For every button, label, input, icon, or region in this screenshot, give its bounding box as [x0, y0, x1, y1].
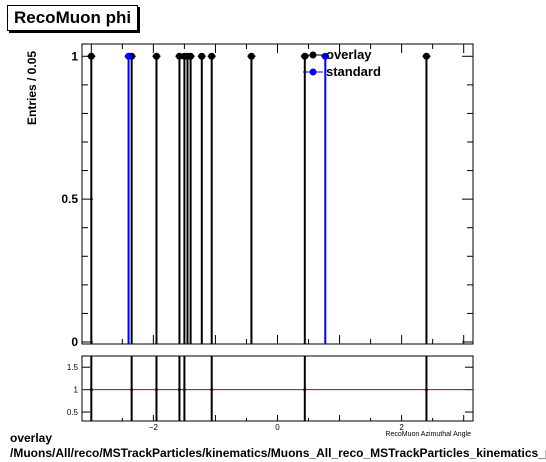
main-plot-frame [81, 43, 474, 345]
y-axis-label: Entries / 0.05 [25, 51, 39, 125]
y-tick-label: 1 [71, 49, 78, 63]
ratio-y-tick-label: 0.5 [67, 408, 79, 417]
legend-overlay-marker [309, 51, 317, 59]
legend-overlay-label: overlay [326, 47, 372, 62]
x-tick-label: 2 [399, 423, 404, 432]
ratio-point [177, 388, 181, 392]
plot-title: RecoMuon phi [7, 5, 139, 31]
ratio-y-tick-label: 1.5 [67, 363, 79, 372]
ratio-point [303, 388, 307, 392]
y-tick-label: 0 [71, 335, 78, 349]
main-axis-ticks: 00.51 [61, 44, 473, 349]
ratio-point [182, 388, 186, 392]
legend: overlay standard [303, 47, 381, 79]
ratio-plot-marks [82, 356, 473, 421]
x-tick-label: 0 [275, 423, 280, 432]
x-tick-label: −2 [149, 423, 159, 432]
ratio-plot-frame [81, 355, 474, 422]
standard-point [125, 52, 133, 60]
footer-line-2: /Muons/All/reco/MSTrackParticles/kinemat… [10, 446, 546, 460]
ratio-point [210, 388, 214, 392]
ratio-y-tick-label: 1 [74, 386, 79, 395]
overlay-point [175, 52, 183, 60]
ratio-axis-ticks: 0.5 1 1.5 −2 0 2 [67, 363, 473, 432]
ratio-point [130, 388, 134, 392]
standard-point [321, 52, 329, 60]
ratio-point [89, 388, 93, 392]
legend-standard-marker [309, 68, 317, 76]
legend-standard-label: standard [326, 64, 381, 79]
overlay-point [422, 52, 430, 60]
overlay-point [187, 52, 195, 60]
overlay-point [301, 52, 309, 60]
y-tick-label: 0.5 [61, 192, 78, 206]
overlay-point [208, 52, 216, 60]
ratio-point [154, 388, 158, 392]
x-axis-label: RecoMuon Azimuthal Angle [385, 431, 471, 438]
overlay-point [87, 52, 95, 60]
footer-line-1: overlay [10, 431, 53, 445]
overlay-point [198, 52, 206, 60]
overlay-point [247, 52, 255, 60]
main-plot-marks [87, 52, 431, 344]
overlay-point [152, 52, 160, 60]
ratio-point [424, 388, 428, 392]
